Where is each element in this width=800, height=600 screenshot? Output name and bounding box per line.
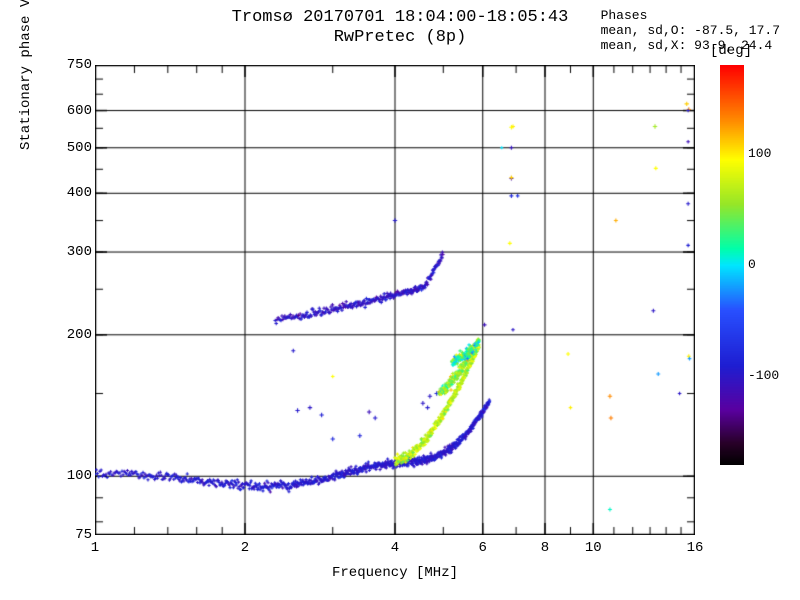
x-tick-label-6: 6: [468, 540, 498, 556]
y-tick-label-500: 500: [54, 140, 92, 156]
y-tick-label-100: 100: [54, 468, 92, 484]
x-tick-label-1: 1: [80, 540, 110, 556]
x-tick-label-8: 8: [530, 540, 560, 556]
y-tick-label-750: 750: [54, 57, 92, 73]
x-tick-label-16: 16: [680, 540, 710, 556]
y-tick-label-400: 400: [54, 185, 92, 201]
phase-label: Phases: [601, 8, 780, 23]
x-tick-label-2: 2: [230, 540, 260, 556]
phase-info-box: Phases mean, sd,O: -87.5, 17.7 mean, sd,…: [601, 8, 780, 53]
colorbar-widget: [deg] -100 0 100: [710, 65, 780, 535]
colorbar-tick-100: 100: [748, 146, 771, 161]
plot-area[interactable]: [95, 65, 695, 535]
phase-mean-sd-x: mean, sd,X: 93.9, 24.4: [601, 38, 780, 53]
x-axis-label: Frequency [MHz]: [95, 565, 695, 581]
y-tick-label-200: 200: [54, 327, 92, 343]
x-tick-label-4: 4: [380, 540, 410, 556]
chart-container: Tromsø 20170701 18:04:00-18:05:43 RwPret…: [0, 0, 800, 600]
phase-mean-sd-o: mean, sd,O: -87.5, 17.7: [601, 23, 780, 38]
colorbar-tick-0: 0: [748, 257, 756, 272]
y-axis-label: Stationary phase Virtual Height [km]: [18, 0, 34, 150]
colorbar-tick--100: -100: [748, 368, 779, 383]
x-tick-label-10: 10: [578, 540, 608, 556]
y-tick-label-300: 300: [54, 244, 92, 260]
colorbar-title: [deg]: [710, 43, 752, 59]
y-tick-label-600: 600: [54, 103, 92, 119]
scatter-plot-canvas[interactable]: [95, 65, 695, 535]
colorbar-canvas: [720, 65, 744, 465]
